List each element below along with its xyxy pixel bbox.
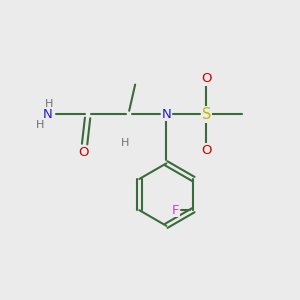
Text: H: H <box>45 99 53 109</box>
Text: S: S <box>202 107 211 122</box>
Text: O: O <box>78 146 88 160</box>
Text: N: N <box>161 108 171 121</box>
Text: H: H <box>36 120 44 130</box>
Text: F: F <box>172 204 179 217</box>
Text: N: N <box>43 108 52 121</box>
Text: O: O <box>201 143 212 157</box>
Text: H: H <box>121 138 129 148</box>
Text: O: O <box>201 72 212 85</box>
